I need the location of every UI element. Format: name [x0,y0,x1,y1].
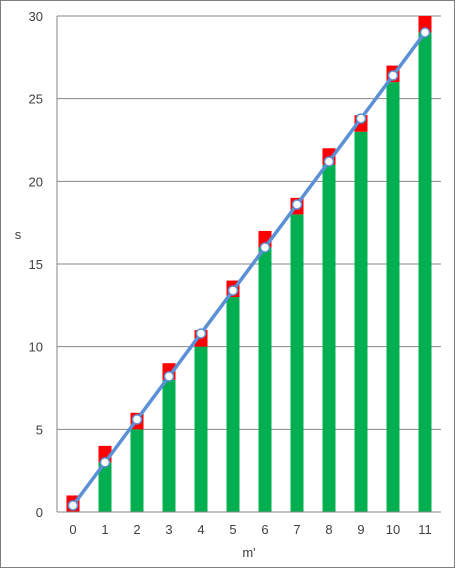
bar-green [98,462,112,512]
gridlines [57,15,441,430]
bar-green [290,214,304,512]
x-tick-label: 6 [261,522,268,537]
y-tick-label: 30 [29,9,43,24]
y-tick-label: 5 [36,422,43,437]
x-tick-label: 10 [386,522,400,537]
x-tick-label: 3 [165,522,172,537]
y-tick-label: 0 [36,505,43,520]
line-point [195,328,207,339]
line-point [67,500,79,511]
y-axis-label: s [15,227,22,242]
bar-green [226,297,240,512]
y-tick-label: 25 [29,92,43,107]
line-point [355,113,367,124]
line-point [419,27,431,38]
line-point [387,70,399,81]
x-tick-label: 11 [418,522,432,537]
y-tick-label: 20 [29,174,43,189]
line-point [259,242,271,253]
bar-green [162,379,176,512]
bar-green [130,429,144,512]
line-point [227,285,239,296]
x-tick-label: 8 [325,522,332,537]
x-tick-label: 0 [69,522,76,537]
line-point [131,414,143,425]
y-tick-labels: 0 5 10 15 20 25 30 [29,9,43,520]
x-tick-label: 2 [133,522,140,537]
y-tick-label: 15 [29,257,43,272]
trend-line [67,27,431,511]
x-tick-label: 7 [293,522,300,537]
line-point [99,457,111,468]
y-tick-label: 10 [29,340,43,355]
x-tick-label: 4 [197,522,204,537]
bar-green [418,32,432,513]
bar-green [258,247,272,512]
bar-green [354,131,368,512]
bar-red [418,16,432,33]
x-tick-labels: 0 1 2 3 4 5 6 7 8 9 10 11 [69,522,431,537]
x-tick-label: 9 [357,522,364,537]
x-axis-label: m' [242,545,255,560]
x-tick-label: 5 [229,522,236,537]
line-point [323,156,335,167]
line-path [71,31,427,507]
bar-green [386,82,400,512]
x-tick-label: 1 [101,522,108,537]
x-axis [56,16,441,513]
line-point [291,199,303,210]
bar-green [322,164,336,513]
bar-green [194,346,208,512]
line-point [163,371,175,382]
